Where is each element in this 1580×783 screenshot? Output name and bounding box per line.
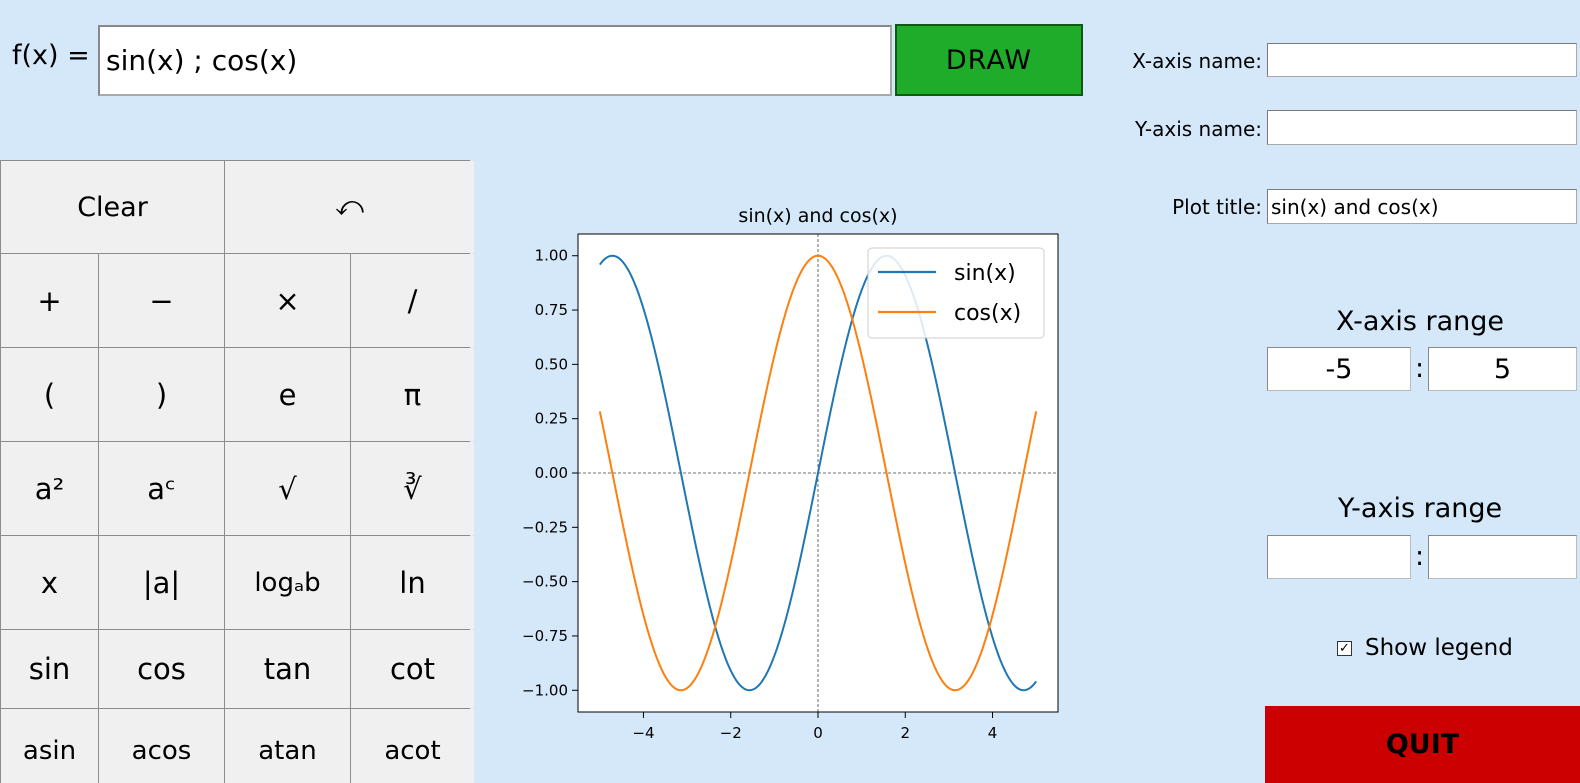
y-tick-label: 0.00 bbox=[535, 464, 568, 482]
y-tick-label: −0.50 bbox=[522, 573, 568, 591]
asin-key[interactable]: asin bbox=[1, 709, 98, 783]
y-tick-label: −1.00 bbox=[522, 681, 568, 699]
plot-title-input[interactable] bbox=[1267, 189, 1577, 224]
undo-button[interactable]: ⤺ bbox=[225, 161, 474, 253]
series-line-sin bbox=[599, 254, 1037, 692]
plus-key[interactable]: + bbox=[1, 254, 98, 347]
y-tick-label: −0.75 bbox=[522, 627, 568, 645]
sin-key[interactable]: sin bbox=[1, 630, 98, 708]
function-label: f(x) = bbox=[12, 40, 90, 71]
cbrt-key[interactable]: ∛ bbox=[351, 442, 474, 535]
x-tick-label: 4 bbox=[988, 724, 998, 742]
function-input[interactable] bbox=[98, 25, 892, 96]
acos-key[interactable]: acos bbox=[99, 709, 224, 783]
x-tick-label: 2 bbox=[900, 724, 910, 742]
draw-button[interactable]: DRAW bbox=[895, 24, 1083, 96]
y-axis-name-input[interactable] bbox=[1267, 110, 1577, 145]
y-axis-range-label: Y-axis range bbox=[1337, 493, 1503, 524]
y-tick-label: 1.00 bbox=[535, 247, 568, 265]
x-tick-label: −2 bbox=[720, 724, 742, 742]
x-tick-label: 0 bbox=[813, 724, 823, 742]
x-key[interactable]: x bbox=[1, 536, 98, 629]
keypad: Clear ⤺ + − × / () e π a² aᶜ √ ∛ x |a| logₐb ln sin cos tan… bbox=[0, 160, 474, 783]
atan-key[interactable]: atan bbox=[225, 709, 350, 783]
x-axis-range-label: X-axis range bbox=[1335, 306, 1505, 337]
y-range-max-input[interactable] bbox=[1428, 535, 1577, 579]
cot-key[interactable]: cot bbox=[351, 630, 474, 708]
abs-key[interactable]: |a| bbox=[99, 536, 224, 629]
legend-label-0: sin(x) bbox=[954, 261, 1016, 286]
x-range-min-input[interactable] bbox=[1267, 347, 1411, 391]
plot-title-label: Plot title: bbox=[1172, 195, 1262, 219]
quit-button[interactable]: QUIT bbox=[1265, 706, 1580, 783]
minus-key[interactable]: − bbox=[99, 254, 224, 347]
e-key[interactable]: e bbox=[225, 348, 350, 441]
legend-label-1: cos(x) bbox=[954, 301, 1021, 326]
plot-frame bbox=[577, 233, 1059, 713]
legend-box bbox=[867, 247, 1045, 339]
square-key[interactable]: a² bbox=[1, 442, 98, 535]
y-tick-label: 0.50 bbox=[535, 355, 568, 373]
ln-key[interactable]: ln bbox=[351, 536, 474, 629]
chart-title: sin(x) and cos(x) bbox=[738, 205, 897, 227]
multiply-key[interactable]: × bbox=[225, 254, 350, 347]
clear-button[interactable]: Clear bbox=[1, 161, 224, 253]
y-tick-label: 0.25 bbox=[535, 410, 568, 428]
cos-key[interactable]: cos bbox=[99, 630, 224, 708]
acot-key[interactable]: acot bbox=[351, 709, 474, 783]
x-range-max-input[interactable] bbox=[1428, 347, 1577, 391]
open-paren-key[interactable]: ( bbox=[1, 348, 98, 441]
y-tick-label: 0.75 bbox=[535, 301, 568, 319]
power-key[interactable]: aᶜ bbox=[99, 442, 224, 535]
show-legend-checkbox[interactable]: ✓ bbox=[1337, 641, 1352, 656]
sqrt-key[interactable]: √ bbox=[225, 442, 350, 535]
y-range-separator: : bbox=[1415, 541, 1425, 572]
x-range-separator: : bbox=[1415, 353, 1425, 384]
x-axis-name-label: X-axis name: bbox=[1132, 49, 1262, 73]
show-legend-label[interactable]: Show legend bbox=[1365, 635, 1513, 661]
series-line-cos bbox=[598, 254, 1038, 692]
pi-key[interactable]: π bbox=[351, 348, 474, 441]
divide-key[interactable]: / bbox=[351, 254, 474, 347]
y-tick-label: −0.25 bbox=[522, 518, 568, 536]
y-range-min-input[interactable] bbox=[1267, 535, 1411, 579]
x-axis-name-input[interactable] bbox=[1267, 43, 1577, 77]
y-axis-name-label: Y-axis name: bbox=[1135, 117, 1262, 141]
log-key[interactable]: logₐb bbox=[225, 536, 350, 629]
x-tick-label: −4 bbox=[632, 724, 654, 742]
plot-chart: sin(x) and cos(x) −4 −2 0 2 4 1.00 0.75 0.50 0.25… bbox=[522, 205, 1059, 742]
tan-key[interactable]: tan bbox=[225, 630, 350, 708]
close-paren-key[interactable]: ) bbox=[99, 348, 224, 441]
